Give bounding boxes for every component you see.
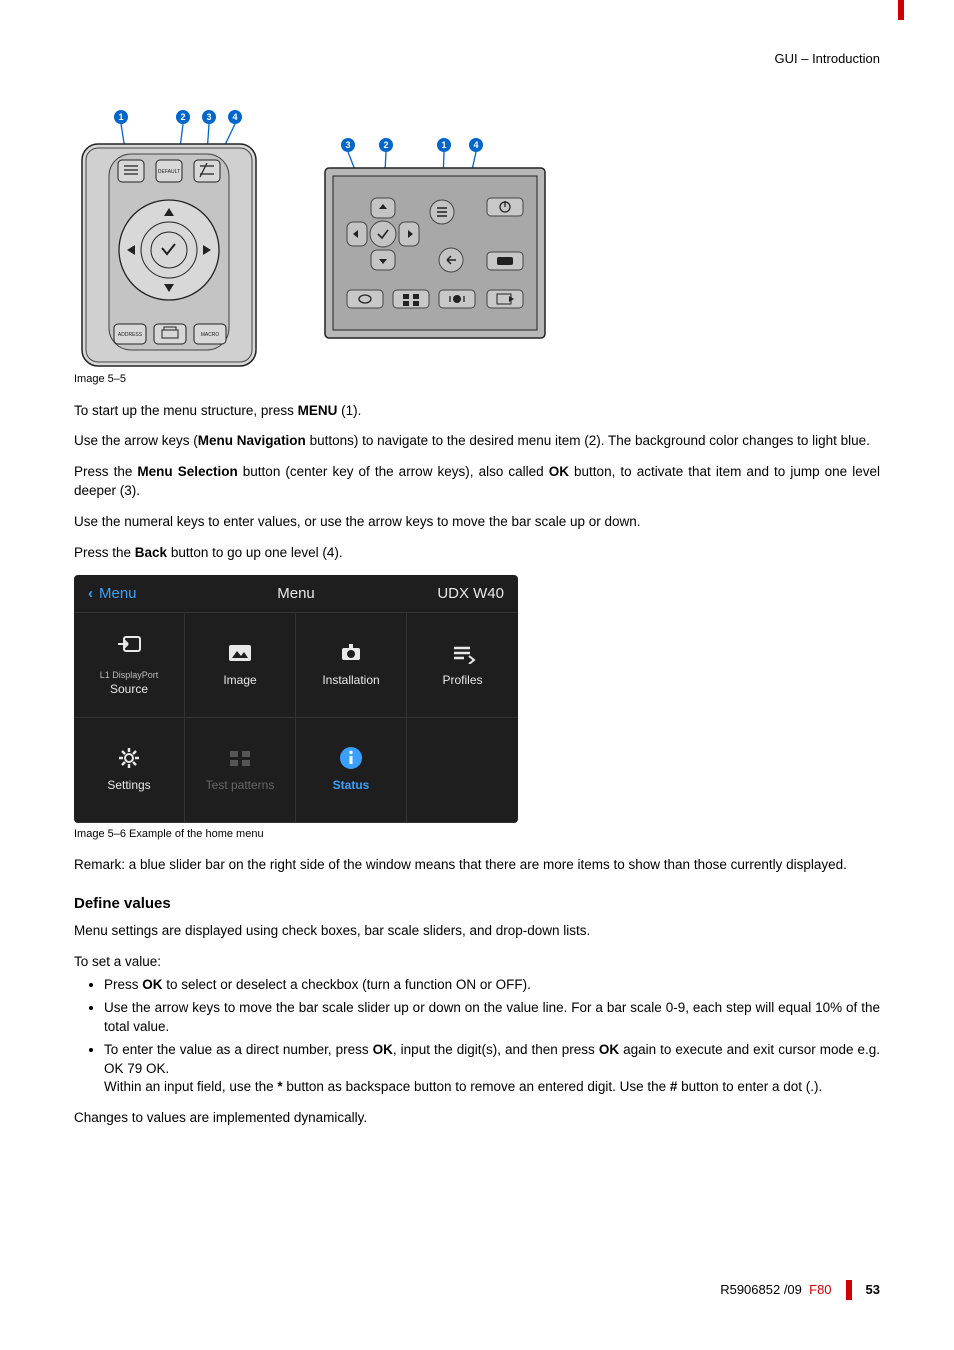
caption-5-5: Image 5–5 [74, 372, 880, 387]
para-5: Press the Back button to go up one level… [74, 544, 880, 563]
caption-5-6: Image 5–6 Example of the home menu [74, 827, 880, 842]
footer-doc: R5906852 /09 F80 [720, 1281, 831, 1299]
dv-p1: Menu settings are displayed using check … [74, 922, 880, 941]
dv-p3: Changes to values are implemented dynami… [74, 1109, 880, 1128]
tile-testpatterns: Test patterns [185, 718, 296, 823]
bullet-1: Press OK to select or deselect a checkbo… [104, 976, 880, 995]
image-icon [227, 642, 253, 664]
menu-grid: L1 DisplayPort Source Image Installation… [74, 613, 518, 823]
bullet-3: To enter the value as a direct number, p… [104, 1041, 880, 1098]
gear-icon [116, 747, 142, 769]
tile-installation: Installation [296, 613, 407, 718]
tile-source: L1 DisplayPort Source [74, 613, 185, 718]
page-header: GUI – Introduction [74, 50, 880, 68]
para-remark: Remark: a blue slider bar on the right s… [74, 856, 880, 875]
tile-profiles: Profiles [407, 613, 518, 718]
menu-title: Menu [184, 583, 408, 604]
menu-model: UDX W40 [408, 583, 518, 604]
install-icon [338, 642, 364, 664]
svg-text:ADDRESS: ADDRESS [118, 332, 143, 338]
para-2: Use the arrow keys (Menu Navigation butt… [74, 432, 880, 451]
para-4: Use the numeral keys to enter values, or… [74, 513, 880, 532]
menu-screenshot: ‹ Menu Menu UDX W40 L1 DisplayPort Sourc… [74, 575, 518, 823]
svg-text:MACRO: MACRO [201, 332, 220, 338]
para-3: Press the Menu Selection button (center … [74, 463, 880, 501]
diagrams-row: 1 2 3 4 DEFAULT [74, 108, 880, 368]
input-icon [116, 633, 142, 655]
tile-settings: Settings [74, 718, 185, 823]
footer-page: 53 [866, 1281, 880, 1299]
dv-bullets: Press OK to select or deselect a checkbo… [74, 976, 880, 1097]
dv-p2: To set a value: [74, 953, 880, 972]
menu-back: ‹ Menu [74, 583, 184, 604]
panel-diagram: 3 2 1 4 [319, 138, 551, 343]
tile-image: Image [185, 613, 296, 718]
bullet-2: Use the arrow keys to move the bar scale… [104, 999, 880, 1037]
para-1: To start up the menu structure, press ME… [74, 402, 880, 421]
info-icon [338, 747, 364, 769]
chevron-left-icon: ‹ [88, 583, 93, 604]
remote-diagram: 1 2 3 4 DEFAULT [74, 108, 264, 368]
tile-empty [407, 718, 518, 823]
footer-bar [846, 1280, 852, 1300]
heading-define-values: Define values [74, 893, 880, 914]
tile-status: Status [296, 718, 407, 823]
page-footer: R5906852 /09 F80 53 [74, 1280, 880, 1300]
svg-text:DEFAULT: DEFAULT [158, 169, 180, 175]
testpattern-icon [227, 747, 253, 769]
profiles-icon [450, 642, 476, 664]
